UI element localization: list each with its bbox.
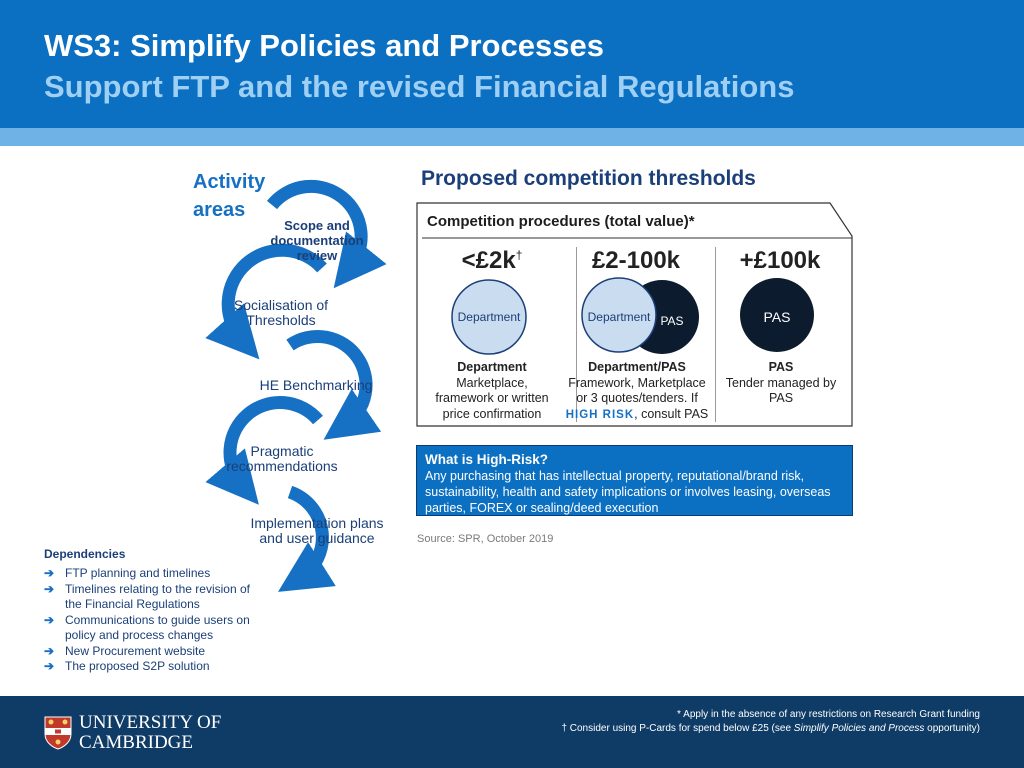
procedures-title: Competition procedures (total value)* [427, 213, 695, 230]
column-name: Department/PAS [588, 360, 686, 374]
column-desc-line: Tender managed by [725, 375, 837, 390]
column-desc-line: HIGH RISK, consult PAS [563, 407, 711, 424]
step-4-line1: Pragmatic [250, 443, 314, 459]
dependency-item: ➔ The proposed S2P solution [44, 659, 284, 675]
risk-tail-text: , consult PAS [634, 406, 709, 421]
high-risk-box: What is High-Risk? Any purchasing that h… [416, 445, 853, 516]
dependency-text-cont: policy and process changes [65, 628, 214, 642]
page-subtitle: Support FTP and the revised Financial Re… [44, 69, 795, 104]
circle-label-pas: PAS [660, 314, 684, 328]
logo-line1: UNIVERSITY OF [79, 712, 222, 733]
dagger-mark: † [515, 248, 523, 262]
step-pragmatic-recommendations: Pragmatic recommendations [224, 444, 340, 474]
step-1-line2: documentation [270, 233, 364, 248]
footnote-dagger-pre: † Consider using P-Cards for spend below… [561, 723, 794, 734]
page-title: WS3: Simplify Policies and Processes [44, 28, 604, 63]
source-note: Source: SPR, October 2019 [417, 533, 554, 545]
dependencies-title: Dependencies [44, 547, 126, 561]
dependency-text: New Procurement website [65, 643, 206, 658]
footnote-dagger-italic: Simplify Policies and Process [793, 723, 925, 734]
step-5-line2: and user guidance [259, 530, 375, 546]
column-desc-department: Department Marketplace, framework or wri… [418, 360, 566, 422]
column-desc-line: Framework, Marketplace [568, 375, 706, 390]
threshold-value-mid: £2-100k [591, 247, 681, 274]
activity-heading: Activity areas [193, 168, 293, 224]
threshold-value-low: <£2k† [422, 247, 562, 275]
dependency-text: FTP planning and timelines [65, 566, 211, 580]
column-desc-line: or 3 quotes/tenders. If [576, 391, 698, 405]
column-desc-line: price confirmation [442, 406, 542, 421]
step-5-line1: Implementation plans [250, 515, 384, 531]
high-risk-line: Any purchasing that has intellectual pro… [425, 469, 805, 483]
dependency-item: ➔ FTP planning and timelines [44, 566, 284, 582]
high-risk-label: HIGH RISK [565, 408, 635, 421]
step-implementation-plans: Implementation plans and user guidance [248, 516, 386, 546]
dependency-text: The proposed S2P solution [65, 659, 210, 673]
step-1-line3: review [296, 248, 338, 263]
arrow-right-icon: ➔ [44, 643, 55, 658]
activity-heading-line1: Activity [193, 171, 266, 193]
step-4-line2: recommendations [226, 458, 338, 474]
column-divider [576, 247, 577, 422]
column-desc-department-pas: Department/PAS Framework, Marketplace or… [563, 360, 711, 423]
column-desc-line: PAS [768, 391, 794, 405]
high-risk-line: sustainability, health and safety implic… [425, 485, 831, 499]
column-desc-line: Marketplace, [456, 375, 528, 390]
column-divider [715, 247, 716, 422]
column-name: PAS [768, 360, 794, 374]
activity-heading-line2: areas [193, 199, 246, 221]
step-2-line1: Socialisation of [233, 297, 329, 313]
step-scope-review: Scope and documentation review [265, 218, 369, 263]
column-name: Department [457, 360, 527, 374]
column-desc-pas: PAS Tender managed by PAS [707, 360, 855, 407]
header-banner [0, 0, 1024, 128]
circle-label-pas: PAS [763, 309, 791, 325]
dependency-text: Timelines relating to the revision of [65, 581, 250, 596]
university-crest-icon [44, 716, 72, 750]
high-risk-line: parties, FOREX or sealing/deed execution [425, 501, 659, 515]
dependency-item: ➔ Communications to guide users on policy … [44, 613, 284, 644]
arrow-right-icon: ➔ [44, 581, 55, 596]
threshold-value-text: <£2k [461, 247, 516, 274]
footnote-asterisk: * Apply in the absence of any restrictio… [677, 709, 980, 720]
column-desc-line: framework or written [435, 391, 549, 405]
dependency-text-cont: the Financial Regulations [65, 597, 200, 611]
dependency-item: ➔ Timelines relating to the revision of th… [44, 582, 284, 613]
arrow-right-icon: ➔ [44, 659, 55, 673]
arrow-right-icon: ➔ [44, 566, 55, 580]
step-3-line1: HE Benchmarking [259, 377, 373, 393]
dependency-item: ➔ New Procurement website [44, 644, 284, 660]
header-strip [0, 128, 1024, 146]
step-socialisation: Socialisation of Thresholds [229, 298, 333, 328]
pas-circle [740, 278, 814, 352]
logo-line2: CAMBRIDGE [79, 732, 194, 753]
footnote-dagger-post: opportunity) [924, 723, 980, 734]
high-risk-title: What is High-Risk? [425, 452, 549, 467]
footer-bar [0, 696, 1024, 768]
arrow-right-icon: ➔ [44, 612, 55, 627]
department-circle [451, 279, 527, 355]
thresholds-heading: Proposed competition thresholds [421, 167, 756, 190]
step-1-line1: Scope and [284, 218, 350, 233]
university-logo-text: UNIVERSITY OF CAMBRIDGE [79, 713, 221, 753]
threshold-value-high: +£100k [739, 247, 821, 274]
step-he-benchmarking: HE Benchmarking [256, 378, 376, 393]
circle-label-department: Department [457, 310, 521, 324]
footnote-dagger: † Consider using P-Cards for spend below… [561, 723, 980, 734]
thresholds-box [416, 202, 853, 427]
dependencies-list: ➔ FTP planning and timelines ➔ Timelines r… [44, 566, 284, 675]
department-circle-overlap [581, 277, 657, 353]
step-2-line2: Thresholds [246, 312, 316, 328]
circle-label-department: Department [587, 310, 651, 324]
dependency-text: Communications to guide users on [65, 612, 250, 627]
